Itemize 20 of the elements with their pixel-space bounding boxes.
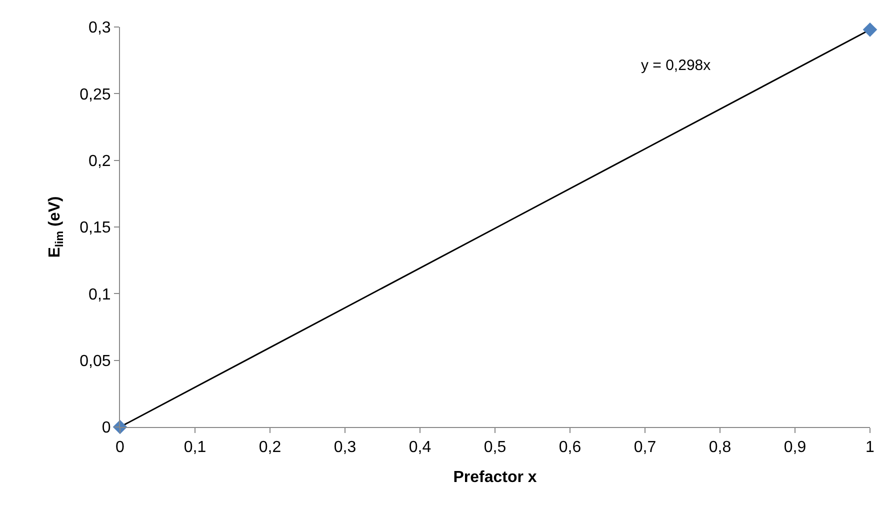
x-tick-label: 0,1 [184, 439, 206, 456]
x-tick-label: 0,6 [558, 439, 582, 456]
x-tick-label: 0,8 [708, 439, 732, 456]
x-tick-label: 0,5 [484, 439, 506, 456]
y-tick-label: 0,05 [80, 352, 111, 370]
x-tick-label: 0,4 [408, 439, 432, 456]
x-tick-label: 0,9 [784, 439, 806, 456]
x-axis-title: Prefactor x [453, 468, 537, 486]
x-tick-label: 0 [116, 439, 125, 456]
annotation: y = 0,298x [641, 57, 712, 74]
y-tick-label: 0,15 [80, 220, 111, 237]
y-tick-label: 0,2 [88, 152, 111, 170]
y-tick-label: 0,3 [88, 20, 111, 37]
y-tick-label: 0,1 [88, 286, 111, 304]
x-tick-label: 1 [866, 439, 875, 456]
y-tick-label: 0 [102, 420, 111, 437]
x-tick-label: 0,2 [258, 439, 282, 456]
y-tick-label: 0,25 [80, 86, 111, 104]
x-tick-label: 0,3 [334, 439, 356, 456]
x-tick-label: 0,7 [634, 439, 656, 456]
